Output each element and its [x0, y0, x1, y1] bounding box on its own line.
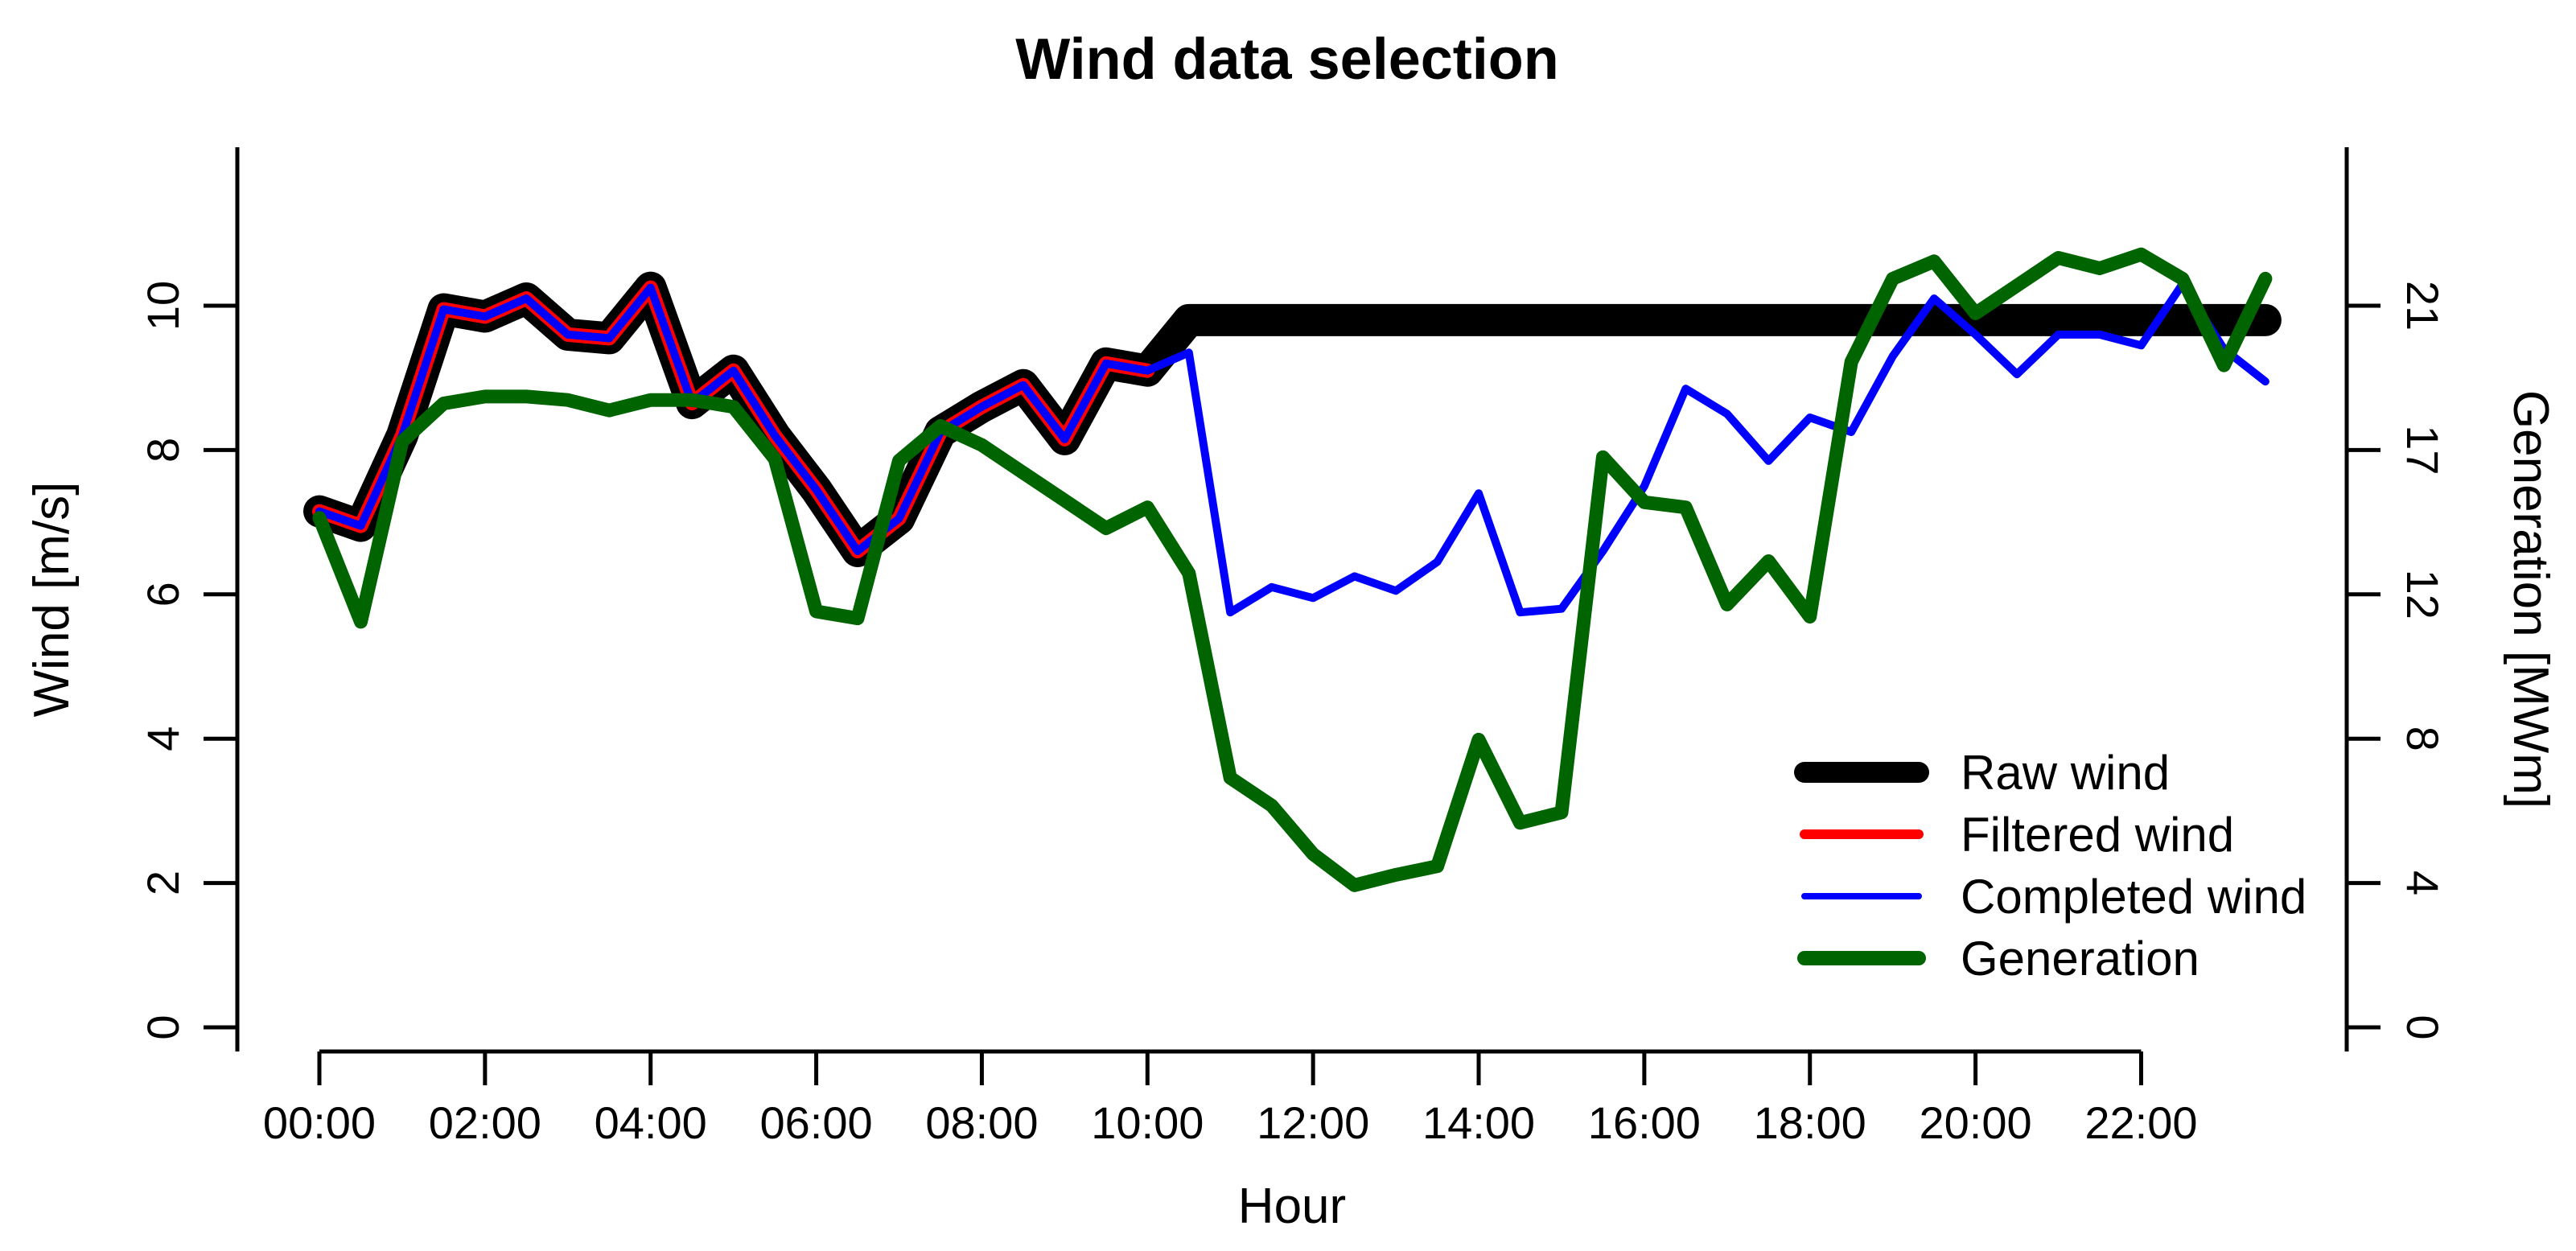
- y-right-tick-label: 8: [2397, 726, 2448, 751]
- y-right-tick-label: 12: [2397, 570, 2448, 619]
- x-axis-title: Hour: [1238, 1179, 1346, 1234]
- y-left-tick-label: 10: [138, 281, 188, 331]
- y-left-axis-title: Wind [m/s]: [24, 482, 80, 718]
- y-left-tick-label: 6: [138, 582, 188, 607]
- x-tick-label: 22:00: [2084, 1097, 2197, 1148]
- x-tick-label: 00:00: [263, 1097, 376, 1148]
- x-tick-label: 16:00: [1588, 1097, 1701, 1148]
- y-right-axis-title: Generation [MWm]: [2503, 390, 2558, 809]
- series-completed-wind: [315, 280, 2269, 617]
- y-left-tick-label: 4: [138, 726, 188, 751]
- series-lines: [303, 247, 2282, 892]
- y-left-tick-label: 8: [138, 438, 188, 463]
- y-right-tick-label: 21: [2397, 281, 2448, 331]
- legend-label-filtered-wind: Filtered wind: [1961, 808, 2234, 862]
- x-tick-label: 02:00: [429, 1097, 541, 1148]
- chart-title: Wind data selection: [1015, 27, 1558, 92]
- x-tick-label: 10:00: [1091, 1097, 1204, 1148]
- x-tick-label: 18:00: [1754, 1097, 1866, 1148]
- series-generation: [312, 247, 2273, 892]
- legend-label-completed-wind: Completed wind: [1961, 870, 2306, 924]
- y-right-tick-label: 17: [2397, 425, 2448, 475]
- y-right-tick-label: 4: [2397, 870, 2448, 895]
- legend: Raw wind Filtered wind Completed wind Ge…: [1794, 746, 2306, 986]
- y-left-tick-label: 2: [138, 870, 188, 895]
- series-filtered-wind: [312, 280, 1155, 558]
- axes: 00:00 02:00 04:00 06:00 08:00 10:00 12:00 14:00…: [138, 147, 2448, 1148]
- x-tick-label: 12:00: [1257, 1097, 1369, 1148]
- x-tick-label: 14:00: [1422, 1097, 1535, 1148]
- legend-label-raw-wind: Raw wind: [1961, 746, 2170, 800]
- y-left-tick-label: 0: [138, 1014, 188, 1039]
- x-tick-label: 04:00: [595, 1097, 707, 1148]
- y-right-tick-label: 0: [2397, 1014, 2448, 1039]
- x-tick-label: 06:00: [760, 1097, 873, 1148]
- x-tick-label: 08:00: [925, 1097, 1038, 1148]
- legend-label-generation: Generation: [1961, 932, 2199, 986]
- x-tick-label: 20:00: [1920, 1097, 2032, 1148]
